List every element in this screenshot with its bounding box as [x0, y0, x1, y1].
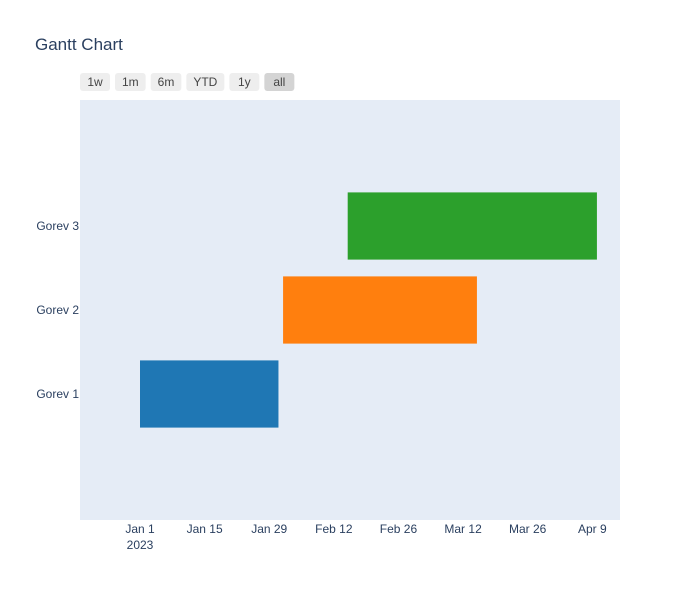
- range-button-6m[interactable]: 6m: [150, 73, 182, 91]
- task-bar-3[interactable]: [347, 192, 597, 260]
- chart-title: Gantt Chart: [35, 35, 123, 54]
- x-tick-label: Apr 9: [578, 522, 607, 536]
- x-tick-label: Mar 26: [509, 522, 547, 536]
- x-tick-label: Feb 26: [380, 522, 418, 536]
- range-button-all[interactable]: all: [264, 73, 295, 91]
- x-tick-label: Jan 1: [125, 522, 155, 536]
- x-axis: Jan 1 2023 Jan 15 Jan 29 Feb 12 Feb 26 Mar 12 M…: [125, 522, 607, 552]
- x-tick-year-label: 2023: [127, 538, 154, 552]
- range-button-1w[interactable]: 1w: [80, 73, 110, 91]
- range-button-label: 1m: [122, 75, 139, 89]
- range-button-background: [115, 73, 146, 91]
- y-tick-label: Gorev 1: [36, 387, 79, 401]
- x-tick-label: Mar 12: [444, 522, 482, 536]
- y-axis: Gorev 1 Gorev 2 Gorev 3: [36, 219, 79, 401]
- range-selector: 1w 1m 6m YTD 1y all: [80, 73, 295, 91]
- range-button-label: YTD: [193, 75, 217, 89]
- range-button-label: 6m: [158, 75, 175, 89]
- y-tick-label: Gorev 3: [36, 219, 79, 233]
- task-bar-1[interactable]: [140, 360, 279, 428]
- range-button-background: [264, 73, 295, 91]
- x-tick-label: Jan 15: [187, 522, 223, 536]
- x-tick-label: Jan 29: [251, 522, 287, 536]
- range-button-background: [150, 73, 182, 91]
- range-button-1m[interactable]: 1m: [115, 73, 146, 91]
- x-tick-label: Feb 12: [315, 522, 353, 536]
- task-bar-2[interactable]: [283, 276, 477, 344]
- range-button-background: [186, 73, 225, 91]
- task-bars: [140, 192, 597, 428]
- range-button-background: [80, 73, 110, 91]
- range-button-label: 1y: [238, 75, 251, 89]
- range-button-ytd[interactable]: YTD: [186, 73, 225, 91]
- range-button-background: [229, 73, 260, 91]
- range-button-label: all: [273, 75, 285, 89]
- y-tick-label: Gorev 2: [36, 303, 79, 317]
- range-button-label: 1w: [87, 75, 103, 89]
- range-button-1y[interactable]: 1y: [229, 73, 260, 91]
